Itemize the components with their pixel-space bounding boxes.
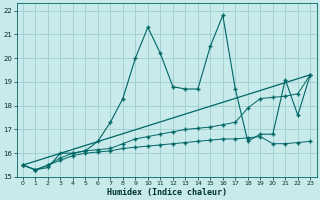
X-axis label: Humidex (Indice chaleur): Humidex (Indice chaleur) — [107, 188, 227, 197]
